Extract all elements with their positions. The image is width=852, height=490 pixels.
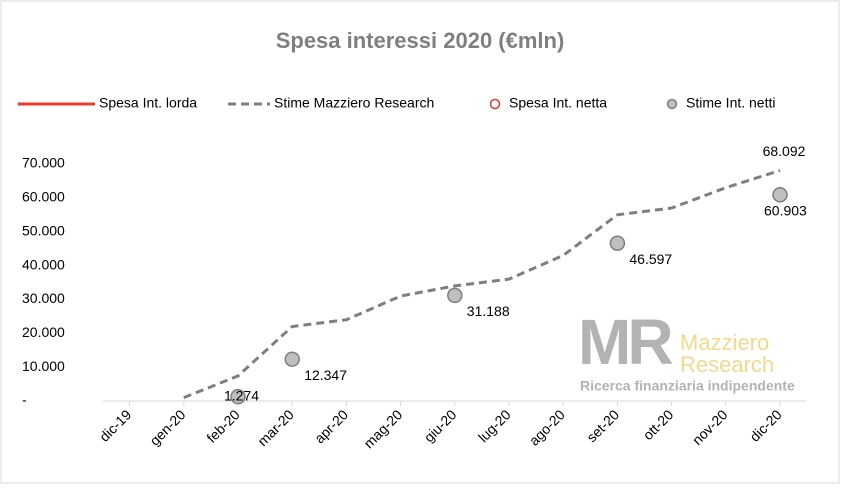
y-tick-label: -	[22, 392, 27, 408]
data-label: 31.188	[467, 303, 510, 319]
y-tick-label: 10.000	[22, 358, 65, 374]
legend-label: Spesa Int. lorda	[99, 95, 197, 111]
legend-label: Stime Int. netti	[686, 95, 775, 111]
legend-marker	[489, 98, 501, 110]
data-point	[284, 351, 300, 367]
data-label: 68.092	[763, 143, 806, 159]
y-tick-label: 40.000	[22, 256, 65, 272]
data-point	[230, 388, 246, 405]
watermark-tagline: Ricerca finanziaria indipendente	[580, 378, 795, 394]
data-label: 46.597	[629, 251, 672, 267]
data-label: 60.903	[764, 203, 807, 219]
chart-border	[0, 0, 840, 484]
watermark-logo: MR	[578, 306, 672, 378]
legend-label: Spesa Int. netta	[509, 95, 607, 111]
y-tick-label: 20.000	[22, 324, 65, 340]
y-tick-label: 60.000	[22, 189, 65, 205]
y-tick-label: 30.000	[22, 290, 65, 306]
data-point	[772, 187, 788, 203]
chart-title: Spesa interessi 2020 (€mln)	[276, 28, 565, 53]
data-point	[447, 287, 463, 304]
data-label: 1.274	[224, 387, 259, 403]
y-tick-label: 50.000	[22, 222, 65, 238]
series-line	[183, 169, 781, 400]
watermark-name: Mazziero	[680, 330, 769, 355]
data-label: 12.347	[304, 367, 347, 383]
legend-label: Stime Mazziero Research	[274, 95, 434, 111]
data-point	[609, 235, 626, 251]
y-tick-label: 70.000	[22, 155, 65, 171]
legend-marker	[666, 98, 678, 110]
watermark-name: Research	[680, 352, 774, 377]
watermark: MR Mazziero Research Ricerca finanziaria…	[578, 306, 795, 394]
